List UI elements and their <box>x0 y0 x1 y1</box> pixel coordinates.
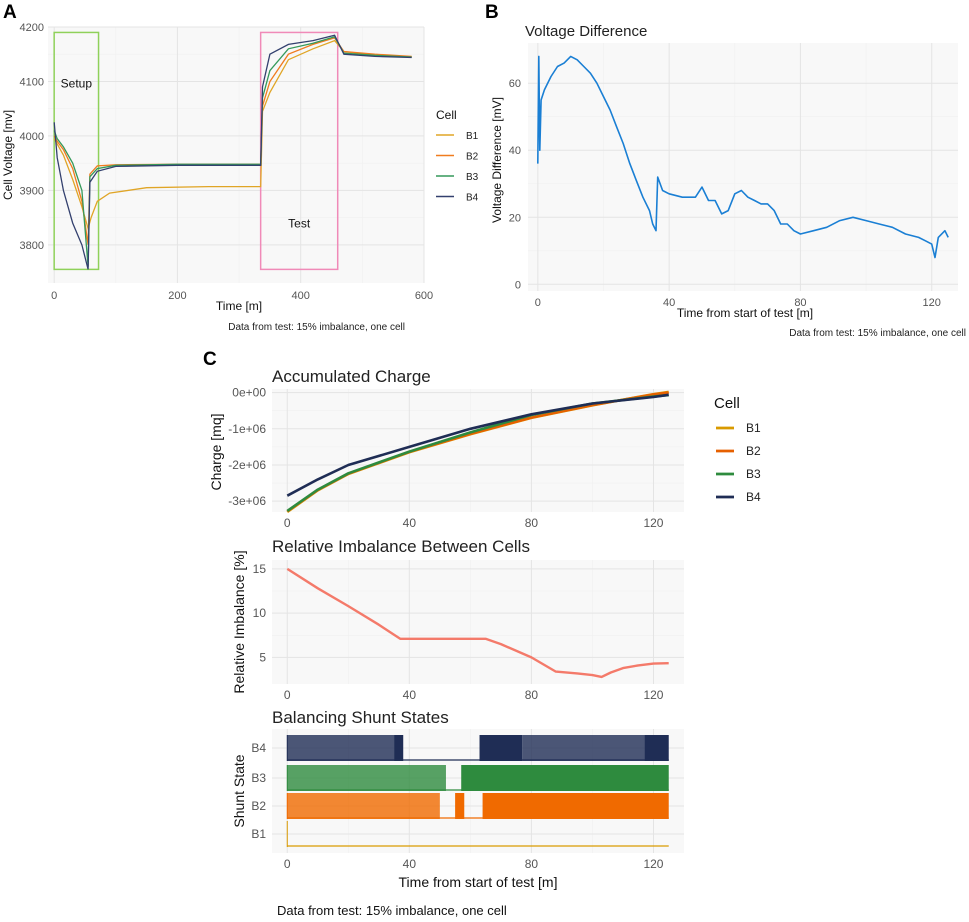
plot-background <box>48 27 424 283</box>
plot-background <box>272 389 684 512</box>
panel-a-cell-voltage: Setup Test 0 200 400 600 3800 3900 4000 4100 4200… <box>1 22 479 333</box>
annotation-label-setup: Setup <box>61 76 93 90</box>
panel-letter-c: C <box>203 349 217 370</box>
x-tick-label: 0 <box>284 688 291 702</box>
y-tick-label: -1e+06 <box>228 422 266 436</box>
series-line-b1 <box>53 39 412 231</box>
caption: Data from test: 15% imbalance, one cell <box>789 328 966 339</box>
x-tick-label: 200 <box>168 290 186 302</box>
x-tick-label: 400 <box>292 290 310 302</box>
x-tick-label: 80 <box>525 688 539 702</box>
series-line-b4 <box>286 393 669 497</box>
series-line-b3 <box>53 36 412 267</box>
x-tick-label: 0 <box>284 516 291 530</box>
panel-c-relative-imbalance: Relative Imbalance Between Cells 0 40 80 12… <box>231 537 684 702</box>
shunt-on-bar-b4 <box>394 735 404 761</box>
shunt-on-bar-b2 <box>287 793 440 819</box>
y-tick-label: 20 <box>509 212 521 224</box>
y-axis-label: Charge [mq] <box>208 413 224 490</box>
y-tick-label: 5 <box>259 650 266 664</box>
y-tick-label: 0 <box>515 279 521 291</box>
panel-letter-a: A <box>3 2 17 23</box>
legend-title: Cell <box>436 108 457 122</box>
legend-label-b1: B1 <box>746 421 761 435</box>
panel-b-voltage-difference: Voltage Difference 0 40 80 120 0 20 40 60 Volta… <box>490 23 966 339</box>
legend-label-b4: B4 <box>466 193 479 204</box>
shunt-on-bar-b2 <box>482 793 669 819</box>
x-tick-label: 80 <box>794 297 806 309</box>
y-tick-label: B1 <box>251 827 266 841</box>
x-tick-label: 600 <box>415 290 433 302</box>
annotation-box-setup <box>53 31 100 271</box>
x-tick-label: 120 <box>643 688 663 702</box>
plot-background <box>528 43 958 291</box>
legend-label-b2: B2 <box>746 444 761 458</box>
legend-label-b2: B2 <box>466 152 479 163</box>
shunt-on-bar-b4 <box>522 735 645 761</box>
x-tick-label: 40 <box>663 297 675 309</box>
y-tick-label: 4000 <box>20 131 44 143</box>
annotation-label-test: Test <box>288 216 311 230</box>
series-line-b4 <box>53 34 412 270</box>
legend-label-b1: B1 <box>466 131 479 142</box>
y-tick-label: B4 <box>251 741 266 755</box>
y-tick-label: -3e+06 <box>228 494 266 508</box>
y-tick-label: 40 <box>509 145 521 157</box>
x-tick-label: 120 <box>923 297 941 309</box>
shunt-on-bar-b3 <box>461 765 669 791</box>
legend: Cell B1 B2 B3 B4 <box>714 395 761 504</box>
series-line-voltage-difference <box>537 55 949 259</box>
y-tick-label: 0e+00 <box>232 386 266 400</box>
y-tick-label: B2 <box>251 799 266 813</box>
caption: Data from test: 15% imbalance, one cell <box>277 903 507 918</box>
panel-c-accumulated-charge: Accumulated Charge 0 40 80 120 0e+00 -1e+06 -2… <box>208 367 761 530</box>
x-tick-label: 0 <box>51 290 57 302</box>
y-axis-label: Relative Imbalance [%] <box>231 550 247 693</box>
y-tick-label: 4200 <box>20 22 44 34</box>
y-tick-label: B3 <box>251 771 266 785</box>
chart-title: Balancing Shunt States <box>272 708 449 727</box>
y-tick-label: 4100 <box>20 76 44 88</box>
x-axis-label: Time [m] <box>216 299 262 313</box>
x-tick-label: 40 <box>403 688 417 702</box>
chart-title: Accumulated Charge <box>272 367 431 386</box>
caption: Data from test: 15% imbalance, one cell <box>228 322 405 333</box>
x-tick-label: 0 <box>535 297 541 309</box>
x-tick-label: 120 <box>643 857 663 871</box>
y-tick-label: -2e+06 <box>228 458 266 472</box>
x-axis-label: Time from start of test [m] <box>677 306 813 320</box>
series-line-relative-imbalance <box>286 567 669 679</box>
chart-title: Voltage Difference <box>525 23 647 40</box>
panel-letter-b: B <box>485 2 499 23</box>
y-axis-label: Voltage Difference [mV] <box>490 97 504 223</box>
x-tick-label: 80 <box>525 857 539 871</box>
shunt-on-bar-b2 <box>455 793 465 819</box>
x-tick-label: 40 <box>403 516 417 530</box>
y-axis-label: Cell Voltage [mv] <box>1 110 15 200</box>
x-axis-label: Time from start of test [m] <box>399 874 558 890</box>
legend-label-b4: B4 <box>746 490 761 504</box>
y-axis-label: Shunt State <box>231 754 247 827</box>
x-tick-label: 80 <box>525 516 539 530</box>
shunt-on-bar-b4 <box>287 735 395 761</box>
chart-title: Relative Imbalance Between Cells <box>272 537 530 556</box>
y-tick-label: 3900 <box>20 185 44 197</box>
legend: Cell B1 B2 B3 B4 <box>436 108 479 204</box>
plot-background <box>272 560 684 684</box>
x-tick-label: 120 <box>643 516 663 530</box>
legend-title: Cell <box>714 395 740 412</box>
y-tick-label: 3800 <box>20 240 44 252</box>
shunt-on-bar-b4 <box>644 735 669 761</box>
panel-c-shunt-states: Balancing Shunt States 0 40 80 120B1B2B3B4 … <box>231 708 684 918</box>
y-tick-label: 15 <box>253 562 267 576</box>
x-tick-label: 0 <box>284 857 291 871</box>
y-tick-label: 10 <box>253 606 267 620</box>
legend-label-b3: B3 <box>466 172 479 183</box>
shunt-on-bar-b3 <box>287 765 446 791</box>
x-tick-label: 40 <box>403 857 417 871</box>
legend-label-b3: B3 <box>746 467 761 481</box>
shunt-on-bar-b4 <box>479 735 523 761</box>
y-tick-label: 60 <box>509 78 521 90</box>
